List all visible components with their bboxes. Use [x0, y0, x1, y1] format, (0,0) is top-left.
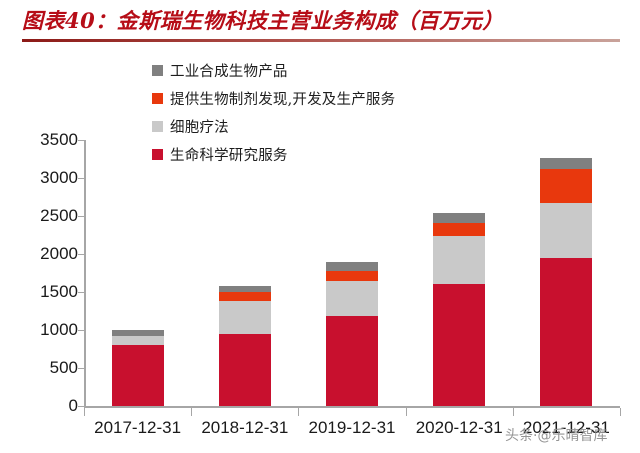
y-axis-tick [78, 292, 85, 293]
bar-segment[interactable] [111, 345, 164, 406]
stacked-bar[interactable] [540, 140, 593, 406]
y-axis-tick-label: 500 [49, 358, 78, 377]
y-axis-tick-label: 3500 [40, 130, 78, 149]
legend-item[interactable]: 生命科学研究服务 [152, 140, 552, 168]
x-axis-tick [513, 408, 514, 416]
legend-swatch-icon [152, 148, 163, 160]
y-axis-tick-label: 0 [68, 396, 78, 415]
bar-segment[interactable] [326, 270, 378, 281]
legend-item[interactable]: 工业合成生物产品 [152, 56, 552, 84]
legend-swatch-icon [152, 120, 163, 132]
legend-item-label: 工业合成生物产品 [170, 63, 288, 80]
y-axis-tick-label: 1500 [40, 282, 78, 301]
x-axis-tick [191, 408, 192, 416]
x-axis-tick [620, 408, 621, 416]
y-axis-tick-label: 3000 [40, 168, 78, 187]
legend-item-label: 生命科学研究服务 [170, 147, 288, 164]
watermark: 头条·@乐晴智库 [505, 428, 608, 444]
legend-item[interactable]: 细胞疗法 [152, 112, 552, 140]
stacked-bar[interactable] [326, 140, 378, 406]
y-axis-tick [78, 140, 85, 141]
y-axis-tick [78, 368, 85, 369]
bar-segment[interactable] [111, 335, 164, 346]
title-divider [22, 39, 620, 42]
legend-swatch-icon [152, 92, 163, 104]
x-axis-tick [298, 408, 299, 416]
y-axis-tick [78, 406, 85, 407]
bar-segment[interactable] [433, 283, 486, 406]
x-axis-tick-label: 2020-12-31 [415, 418, 503, 437]
bar-segment[interactable] [433, 235, 486, 284]
legend-swatch-icon [152, 64, 163, 76]
bar-segment[interactable] [218, 301, 271, 334]
x-axis-tick-label: 2021-12-31 [522, 418, 610, 437]
x-axis-line [84, 406, 620, 408]
bar-segment[interactable] [218, 285, 271, 292]
y-axis-tick-label: 2000 [40, 244, 78, 263]
stacked-bar[interactable] [433, 140, 486, 406]
bar-segment[interactable] [326, 280, 378, 317]
y-axis-line [84, 140, 86, 408]
y-axis-tick [78, 178, 85, 179]
legend-item-label: 提供生物制剂发现,开发及生产服务 [170, 91, 396, 108]
y-axis-tick-label: 2500 [40, 206, 78, 225]
chart-title-bar: 图表40：金斯瑞生物科技主营业务构成（百万元） [22, 6, 620, 44]
x-axis-tick-label: 2018-12-31 [201, 418, 289, 437]
stacked-bar[interactable] [218, 140, 271, 406]
x-axis-tick-label: 2019-12-31 [308, 418, 396, 437]
y-axis-tick-label: 1000 [40, 320, 78, 339]
y-axis-tick [78, 254, 85, 255]
stacked-bar[interactable] [111, 140, 164, 406]
y-axis-tick [78, 216, 85, 217]
bar-segment[interactable] [326, 261, 378, 271]
legend-item[interactable]: 提供生物制剂发现,开发及生产服务 [152, 84, 552, 112]
x-axis-tick [84, 408, 85, 416]
bar-segment[interactable] [326, 316, 378, 406]
bar-segment[interactable] [218, 291, 271, 302]
bar-segment[interactable] [111, 330, 164, 336]
legend-item-label: 细胞疗法 [170, 119, 229, 136]
page-title: 图表40：金斯瑞生物科技主营业务构成（百万元） [22, 8, 504, 33]
bar-segment[interactable] [540, 168, 593, 204]
x-axis-tick-label: 2017-12-31 [94, 418, 182, 437]
x-axis-tick [406, 408, 407, 416]
bar-segment[interactable] [433, 222, 486, 236]
chart-legend: 工业合成生物产品提供生物制剂发现,开发及生产服务 细胞疗法生命科学研究服务 [152, 56, 552, 168]
bar-segment[interactable] [540, 257, 593, 406]
bar-segment[interactable] [433, 212, 486, 223]
y-axis-tick [78, 330, 85, 331]
bar-segment[interactable] [540, 157, 593, 169]
bar-segment[interactable] [218, 333, 271, 406]
bar-segment[interactable] [540, 203, 593, 258]
